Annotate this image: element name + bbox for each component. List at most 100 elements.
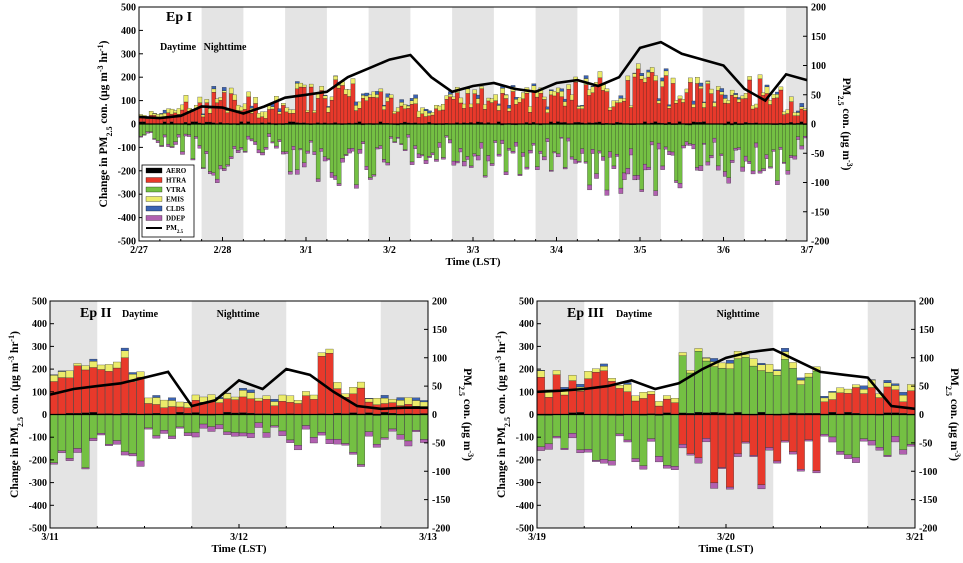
ep1-bar-emis: [472, 89, 477, 94]
ep1-bar-ddep: [660, 165, 665, 170]
ep1-bar-ddep: [503, 171, 509, 176]
ep3-bar-htra: [796, 414, 805, 470]
ep1-bar-ddep: [180, 151, 185, 155]
ep2-ylabel-right-part: PM: [461, 368, 473, 386]
ep3-bar-htra: [576, 391, 585, 413]
ep2-bar-ddep: [136, 460, 145, 467]
ep1-ylabel-left-part: hr: [98, 51, 110, 65]
ep1-bar-ddep: [587, 184, 592, 191]
ep3-bar-ddep: [812, 470, 821, 474]
ep1-ytick-right-label: -200: [811, 237, 829, 248]
text-layer: 5004003002001000-100-200-300-400-5002001…: [7, 3, 963, 556]
ep2-ylabel-right-part: 2.5: [458, 386, 467, 396]
ep2-bar-vtra: [239, 414, 247, 434]
ep3-bar-emis: [584, 371, 593, 379]
ep2-bar-emis: [278, 394, 287, 402]
legend-label-emis: EMIS: [166, 196, 184, 204]
ep1-xtick-label: 3/4: [550, 245, 563, 256]
ep3-bar-ddep: [647, 438, 656, 442]
ep1-ytick-left-label: -200: [118, 166, 136, 177]
ep2-bar-htra: [120, 357, 129, 414]
ep1-bar-ddep: [535, 166, 540, 170]
legend-swatch-aero: [145, 167, 163, 174]
ep1-bar-ddep: [698, 165, 704, 171]
ep3-bar-emis: [670, 398, 679, 403]
ep2-ytick-right-label: 200: [432, 297, 447, 308]
ep3-bar-emis: [796, 379, 805, 385]
ep1-bar-clds: [295, 81, 300, 84]
ep3-bar-emis: [623, 384, 632, 392]
ep1-ytick-right-label: 0: [811, 120, 816, 131]
ep1-xtick-label: 2/28: [214, 245, 232, 256]
ep1-bar-ddep: [159, 145, 164, 147]
ep3-bar-vtra: [670, 414, 679, 467]
ep1-bar-emis: [221, 90, 227, 93]
ep1-bar-clds: [423, 108, 429, 111]
ep2-bar-emis: [239, 390, 247, 398]
ep1-ylabel-right-part: PM: [840, 78, 852, 96]
ep3-bar-ddep: [544, 443, 553, 450]
ep2-ytick-right-label: -200: [432, 524, 450, 535]
ep2-ylabel-left-part: con. (μg m: [9, 362, 21, 417]
ep1-xlabel: Time (LST): [445, 256, 500, 268]
ep2-bar-emis: [357, 381, 365, 389]
ep2-xtick-label: 3/13: [419, 532, 437, 543]
ep3-bar-vtra: [828, 414, 837, 438]
ep1-bar-ddep: [646, 166, 651, 170]
ep3-bar-ddep: [867, 440, 876, 446]
ep3-bar-vtra: [781, 359, 789, 415]
legend-swatch-emis: [145, 196, 163, 202]
ep2-ylabel-left-part: ): [9, 331, 21, 335]
ep1-bar-clds: [364, 92, 370, 97]
ep3-bar-ddep: [686, 453, 695, 456]
ep3-bar-emis: [836, 387, 845, 393]
ep3-bar-vtra: [796, 384, 805, 414]
ep3-bar-ddep: [796, 469, 805, 472]
ep3-bar-vtra: [859, 414, 868, 439]
ep3-bar-htra: [702, 414, 711, 439]
ep3-bar-emis: [765, 364, 774, 373]
ep3-bar-clds: [781, 348, 789, 352]
ep2-bar-vtra: [207, 415, 216, 427]
ep2-bar-ddep: [65, 458, 74, 461]
ep2-ylabel-left-part: -1: [7, 335, 16, 342]
ep3-bar-vtra: [710, 366, 719, 413]
ep2-bar-htra: [50, 381, 58, 415]
ep3-bar-vtra: [820, 414, 829, 435]
ep2-bar-ddep: [215, 424, 224, 430]
ep3-ylabel-left: Change in PM2.5 con. (μg m-3 hr-1): [494, 331, 512, 498]
ep2-bar-vtra: [144, 414, 153, 429]
ep1-ylabel-left-part: ): [98, 40, 110, 44]
ep1-bar-emis: [698, 86, 704, 89]
ep3-bar-ddep: [907, 444, 915, 447]
ep3-bar-htra: [852, 387, 860, 414]
ep1-bar-emis: [253, 97, 258, 104]
ep3-title: Ep III: [567, 306, 604, 321]
ep3-ytick-right-label: 100: [919, 353, 934, 364]
ep3-bar-clds: [828, 391, 837, 393]
ep3-bar-htra: [592, 371, 600, 415]
ep3-bar-ddep: [733, 453, 742, 457]
ep1-xtick-label: 3/5: [634, 245, 647, 256]
ep3-bar-vtra: [757, 370, 766, 413]
ep3-bar-emis: [891, 385, 900, 390]
ep3-bar-clds: [883, 380, 892, 383]
ep3-bar-vtra: [773, 375, 782, 415]
ep3-ytick-right-label: -200: [919, 524, 937, 535]
ep1-bar-emis: [729, 89, 735, 96]
ep3-bar-emis: [907, 384, 915, 391]
ep3-bar-ddep: [631, 458, 640, 463]
ep1-bar-ddep: [392, 141, 397, 143]
ep1-bar-ddep: [475, 155, 481, 161]
legend-swatch-ddep: [145, 215, 163, 221]
ep3-bar-htra: [694, 414, 703, 458]
ep1-bar-emis: [302, 84, 307, 88]
ep2-bar-ddep: [97, 433, 106, 436]
ep1-xtick-label: 3/6: [717, 245, 730, 256]
ep1-ytick-left-label: 0: [131, 120, 136, 131]
ep1-bar-ddep: [562, 167, 568, 170]
ep1-bar-ddep: [221, 168, 227, 171]
ep1-xtick-label: 3/3: [467, 245, 480, 256]
ep3-bar-ddep: [568, 433, 577, 439]
